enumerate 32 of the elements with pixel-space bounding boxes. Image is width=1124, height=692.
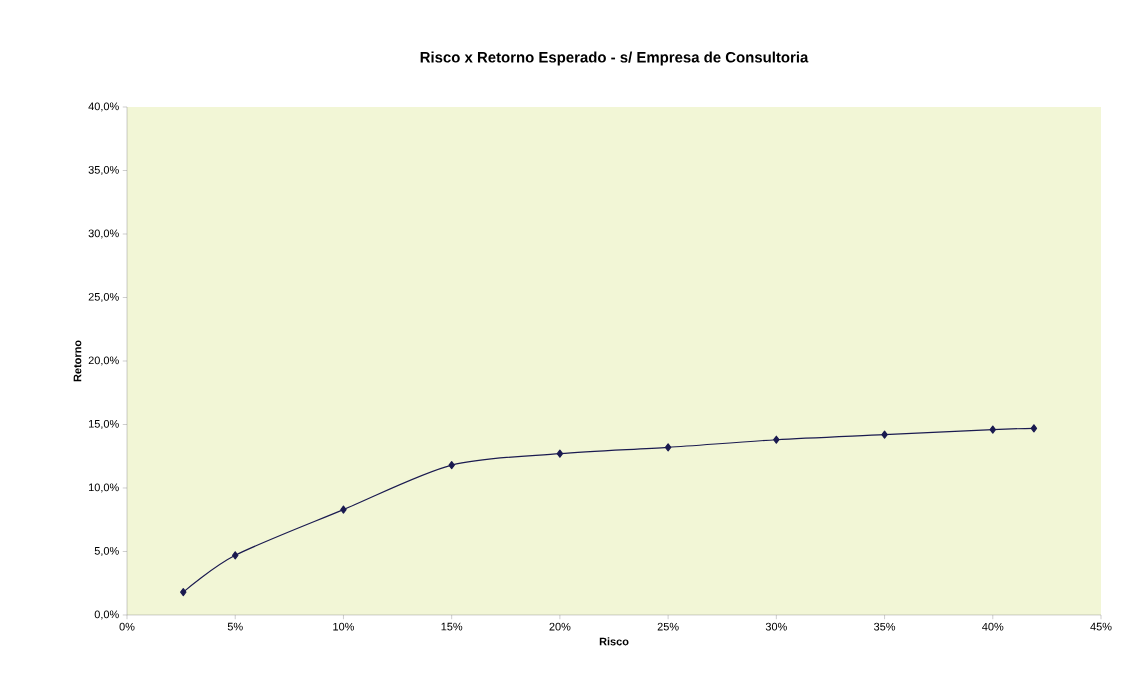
point — [989, 425, 996, 434]
y-tick-label: 10,0% — [88, 483, 119, 493]
x-tick-label: 10% — [333, 622, 355, 631]
x-tick-label: 30% — [765, 622, 787, 631]
point — [448, 461, 455, 470]
x-tick-label: 25% — [657, 622, 679, 631]
y-tick-label: 30,0% — [88, 229, 119, 239]
point — [664, 443, 672, 452]
x-tick-label: 20% — [549, 622, 571, 631]
point — [556, 449, 564, 458]
x-tick-label: 5% — [227, 622, 243, 631]
point — [180, 588, 187, 597]
point — [340, 505, 347, 514]
x-tick-label: 0% — [119, 622, 135, 631]
y-tick-label: 15,0% — [88, 419, 119, 430]
y-tick-label: 25,0% — [88, 292, 119, 303]
chart-title: Risco x Retorno Esperado - s/ Empresa de Consultoria — [420, 51, 809, 66]
point — [1030, 424, 1038, 433]
point — [773, 435, 780, 444]
y-tick-label: 0,0% — [94, 610, 119, 620]
x-tick-label: 35% — [874, 622, 896, 631]
y-tick-label: 20,0% — [88, 356, 119, 366]
x-tick-label: 45% — [1090, 622, 1112, 631]
x-tick-label: 40% — [982, 622, 1004, 631]
y-tick-label: 35,0% — [88, 165, 119, 176]
point — [232, 551, 239, 560]
x-axis-title: Risco — [599, 637, 629, 646]
y-axis-title: Retorno — [73, 340, 82, 382]
point — [881, 430, 888, 439]
y-tick-label: 5,0% — [94, 546, 119, 557]
y-tick-label: 40,0% — [88, 102, 119, 112]
x-tick-label: 15% — [441, 622, 463, 631]
